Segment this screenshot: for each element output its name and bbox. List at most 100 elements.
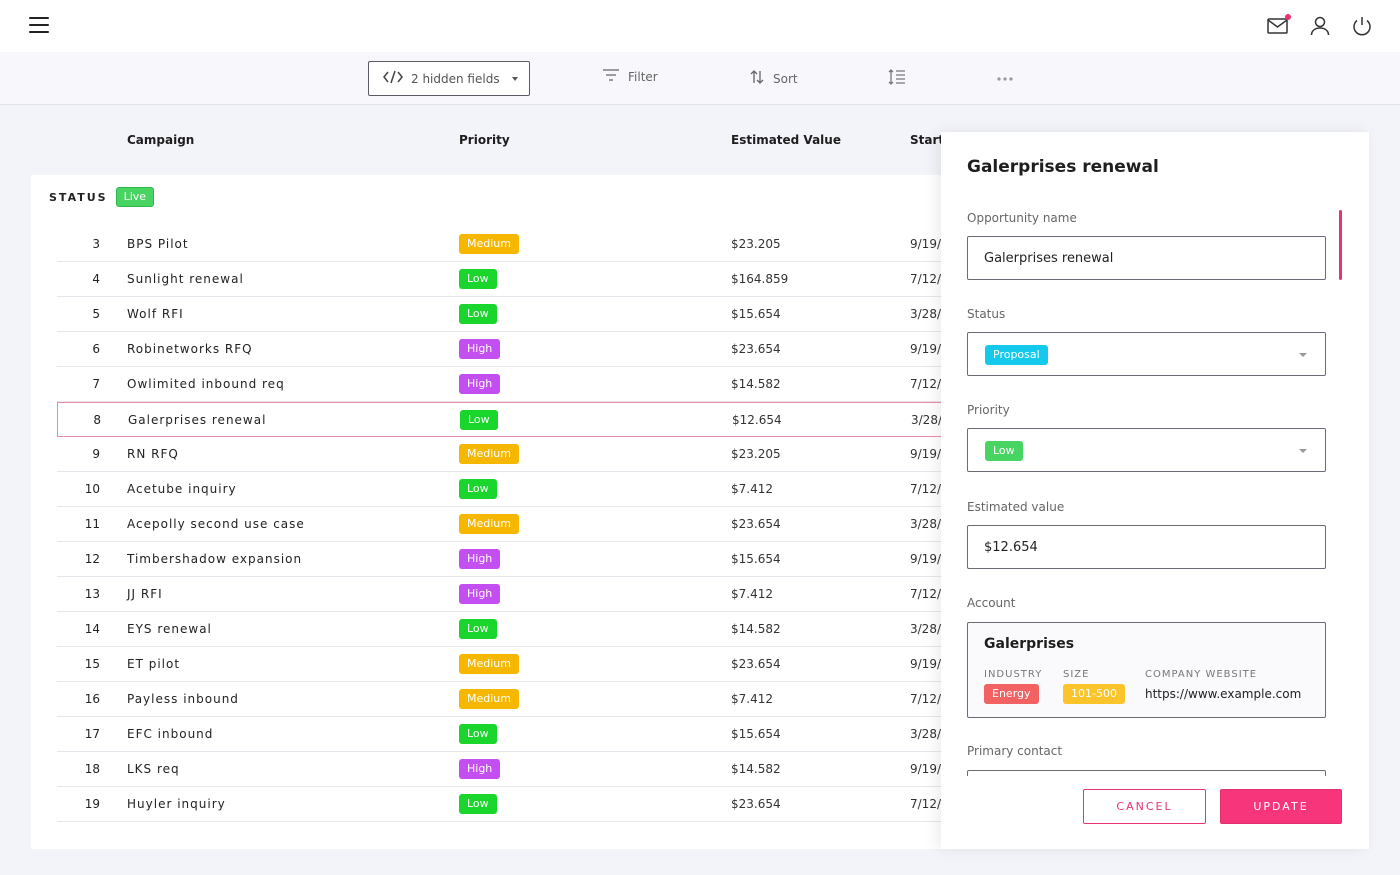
scrollbar-thumb[interactable] — [1339, 210, 1342, 280]
row-number: 14 — [84, 622, 100, 636]
priority-badge: Medium — [459, 444, 519, 464]
panel-title: Galerprises renewal — [967, 157, 1159, 177]
priority-badge: Medium — [459, 654, 519, 674]
start-date: 9/19/2 — [910, 552, 949, 566]
estimated-value: $164.859 — [731, 272, 789, 286]
start-date: 9/19/2 — [910, 657, 949, 671]
chevron-down-icon — [511, 76, 518, 81]
row-number: 3 — [92, 237, 100, 251]
start-date: 9/19/2 — [910, 447, 949, 461]
start-date: 3/28/ — [910, 622, 941, 636]
table-row[interactable]: 17 EFC inbound Low $15.654 3/28/ — [57, 717, 971, 752]
opportunity-name-field[interactable]: Galerprises renewal — [967, 236, 1326, 280]
campaign-name: Acetube inquiry — [127, 482, 237, 496]
estimated-value: $14.582 — [731, 762, 781, 776]
company-website-link[interactable]: https://www.example.com — [1145, 687, 1302, 701]
table-row[interactable]: 12 Timbershadow expansion High $15.654 9/19/… — [57, 542, 971, 577]
priority-badge: Low — [459, 724, 497, 744]
table-row[interactable]: 10 Acetube inquiry Low $7.412 7/12/2 — [57, 472, 971, 507]
table-row[interactable]: 9 RN RFQ Medium $23.205 9/19/2 — [57, 437, 971, 472]
column-header-estimated-value[interactable]: Estimated Value — [731, 133, 841, 147]
table-row[interactable]: 11 Acepolly second use case Medium $23.654 3… — [57, 507, 971, 542]
account-card[interactable]: Galerprises INDUSTRY SIZE COMPANY WEBSIT… — [967, 622, 1326, 718]
status-select[interactable]: Proposal — [967, 332, 1326, 376]
user-icon[interactable] — [1308, 14, 1332, 38]
top-bar — [0, 0, 1400, 52]
priority-badge: Low — [459, 619, 497, 639]
panel-footer: CANCEL UPDATE — [941, 776, 1369, 849]
campaign-name: JJ RFI — [127, 587, 163, 601]
priority-badge: High — [459, 549, 501, 569]
more-icon — [997, 71, 1013, 85]
table-row[interactable]: 16 Payless inbound Medium $7.412 7/12/2 — [57, 682, 971, 717]
top-actions — [1266, 14, 1374, 38]
campaign-name: Sunlight renewal — [127, 272, 244, 286]
detail-panel: Galerprises renewal Opportunity name Gal… — [941, 132, 1369, 849]
table-row[interactable]: 3 BPS Pilot Medium $23.205 9/19/2 — [57, 227, 971, 262]
table-row[interactable]: 8 Galerprises renewal Low $12.654 3/28/ — [57, 402, 971, 437]
column-header-campaign[interactable]: Campaign — [127, 133, 195, 147]
priority-badge: Medium — [459, 234, 519, 254]
row-number: 17 — [84, 727, 100, 741]
size-label: SIZE — [1063, 669, 1090, 680]
mail-icon[interactable] — [1266, 14, 1291, 38]
start-date: 3/28/ — [910, 727, 941, 741]
start-date: 7/12/2 — [910, 377, 949, 391]
table-row[interactable]: 7 Owlimited inbound req High $14.582 7/12/2 — [57, 367, 971, 402]
account-name: Galerprises — [984, 636, 1075, 652]
estimated-value: $14.582 — [731, 377, 781, 391]
start-date: 7/12/2 — [910, 587, 949, 601]
campaign-name: RN RFQ — [127, 447, 179, 461]
line-height-button[interactable] — [888, 69, 906, 88]
table-row[interactable]: 18 LKS req High $14.582 9/19/2 — [57, 752, 971, 787]
estimated-value: $7.412 — [731, 587, 773, 601]
priority-badge: High — [459, 759, 501, 779]
priority-badge: Low — [459, 479, 497, 499]
estimated-value-field[interactable]: $12.654 — [967, 525, 1326, 569]
table-row[interactable]: 14 EYS renewal Low $14.582 3/28/ — [57, 612, 971, 647]
table-row[interactable]: 13 JJ RFI High $7.412 7/12/2 — [57, 577, 971, 612]
priority-badge: Medium — [459, 689, 519, 709]
status-label: Status — [967, 307, 1006, 321]
hidden-fields-button[interactable]: 2 hidden fields — [368, 61, 530, 96]
more-button[interactable] — [997, 71, 1013, 85]
estimated-value: $23.654 — [731, 342, 781, 356]
table-row[interactable]: 5 Wolf RFI Low $15.654 3/28/ — [57, 297, 971, 332]
column-header-priority[interactable]: Priority — [459, 133, 510, 147]
estimated-value: $23.205 — [731, 237, 781, 251]
sort-button[interactable]: Sort — [749, 69, 798, 88]
menu-icon[interactable] — [29, 17, 49, 34]
campaign-name: ET pilot — [127, 657, 181, 671]
estimated-value: $23.654 — [731, 517, 781, 531]
power-icon[interactable] — [1350, 14, 1374, 38]
estimated-value: $7.412 — [731, 692, 773, 706]
row-number: 10 — [84, 482, 100, 496]
priority-select[interactable]: Low — [967, 428, 1326, 472]
table-row[interactable]: 15 ET pilot Medium $23.654 9/19/2 — [57, 647, 971, 682]
table-row[interactable]: 19 Huyler inquiry Low $23.654 7/12/2 — [57, 787, 971, 822]
column-header-start[interactable]: Start — [910, 133, 945, 147]
cancel-button[interactable]: CANCEL — [1083, 789, 1206, 824]
filter-button[interactable]: Filter — [602, 69, 658, 84]
start-date: 7/12/2 — [910, 482, 949, 496]
row-number: 13 — [84, 587, 100, 601]
hidden-fields-label: 2 hidden fields — [411, 71, 500, 86]
campaign-name: Galerprises renewal — [128, 413, 267, 427]
campaign-name: Timbershadow expansion — [127, 552, 303, 566]
code-icon — [383, 70, 403, 87]
campaign-name: LKS req — [127, 762, 180, 776]
filter-icon — [602, 69, 620, 84]
update-button[interactable]: UPDATE — [1220, 789, 1342, 824]
start-date: 3/28/ — [910, 307, 941, 321]
sort-icon — [749, 69, 765, 88]
table-row[interactable]: 4 Sunlight renewal Low $164.859 7/12/2 — [57, 262, 971, 297]
start-date: 9/19/2 — [910, 342, 949, 356]
table-row[interactable]: 6 Robinetworks RFQ High $23.654 9/19/2 — [57, 332, 971, 367]
priority-badge: High — [459, 584, 501, 604]
priority-badge: Low — [459, 269, 497, 289]
row-number: 16 — [84, 692, 100, 706]
estimated-value: $23.654 — [731, 657, 781, 671]
filter-label: Filter — [628, 69, 658, 84]
priority-badge: Low — [459, 794, 497, 814]
campaign-name: EYS renewal — [127, 622, 212, 636]
